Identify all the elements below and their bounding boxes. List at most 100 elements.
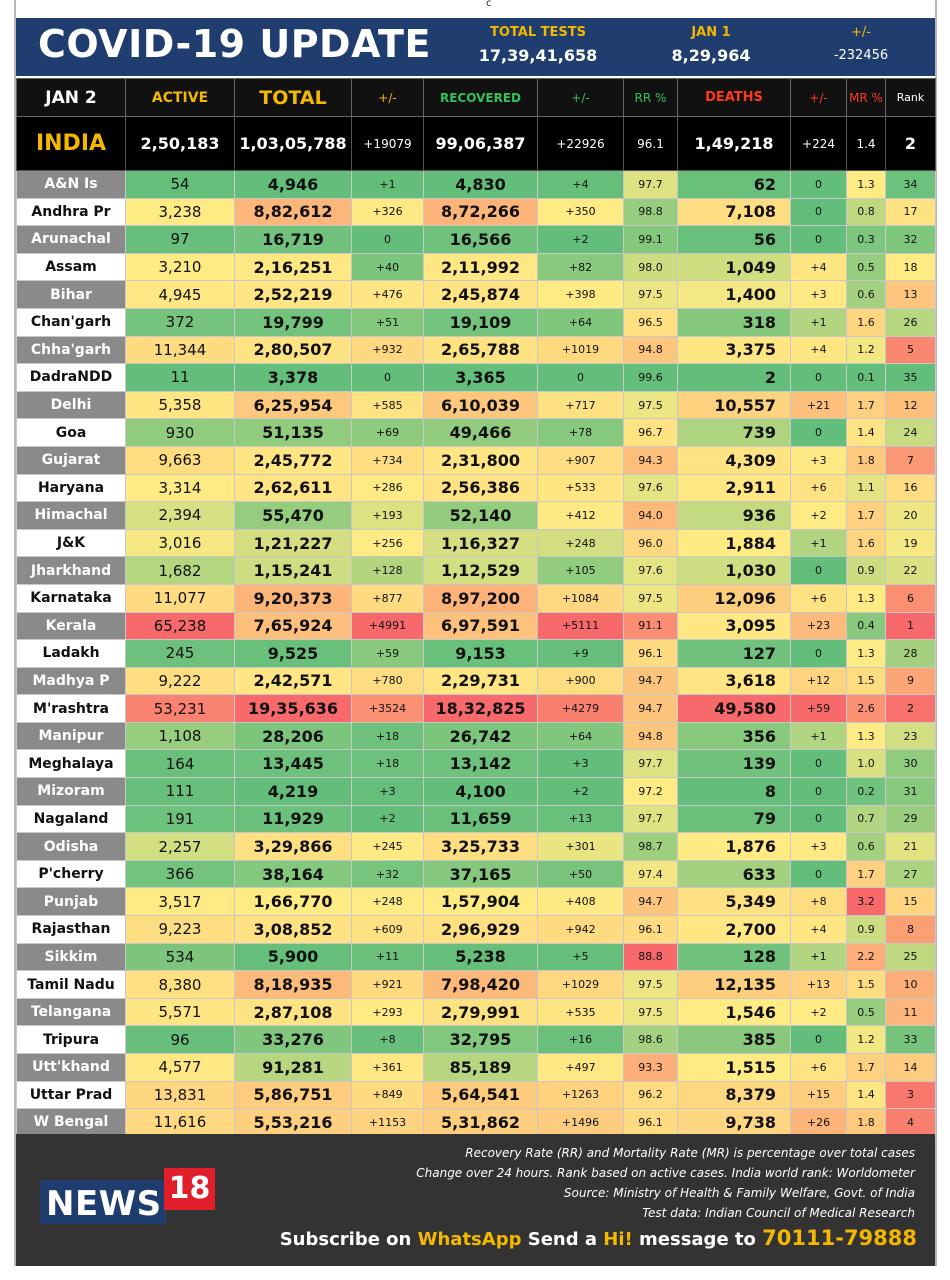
cell-total-change: +921 [351, 970, 424, 999]
cell-deaths-change: 0 [790, 749, 847, 779]
table-row: Rajasthan 9,223 3,08,852 +609 2,96,929 +942 96… [16, 915, 936, 944]
cell-state: Himachal [16, 501, 126, 530]
cell-rr: 98.7 [623, 832, 678, 861]
cell-deaths: 8 [677, 777, 791, 806]
cell-rank: 23 [885, 721, 936, 751]
cell-state: Delhi [16, 390, 126, 420]
states-table: JAN 2 ACTIVE TOTAL +/- RECOVERED +/- RR … [16, 78, 936, 1137]
india-total: 1,03,05,788 [234, 116, 352, 171]
cell-rank: 21 [885, 832, 936, 861]
header-total-change: +/- [351, 78, 424, 117]
india-total-change: +19079 [351, 116, 424, 171]
cell-recovered-change: +4279 [537, 694, 624, 723]
hi-text: Hi! [603, 1229, 633, 1250]
cell-deaths: 10,557 [677, 390, 791, 420]
cell-total-change: +932 [351, 335, 424, 365]
cell-total-change: +18 [351, 749, 424, 779]
cell-recovered-change: +942 [537, 915, 624, 944]
cell-recovered: 11,659 [423, 804, 538, 834]
cell-recovered-change: +717 [537, 390, 624, 420]
cell-rank: 35 [885, 363, 936, 392]
cell-active: 65,238 [125, 611, 235, 641]
header-recovered-change: +/- [537, 78, 624, 117]
cell-total-change: +59 [351, 639, 424, 668]
cell-mr: 1.3 [846, 583, 886, 613]
cell-deaths: 385 [677, 1025, 791, 1054]
subscribe-text-3: message to [632, 1229, 763, 1250]
cell-rr: 98.6 [623, 1025, 678, 1054]
total-tests-value: 17,39,41,658 [478, 46, 598, 65]
cell-deaths: 2,911 [677, 473, 791, 503]
cell-state: Punjab [16, 887, 126, 917]
cell-total: 2,45,772 [234, 445, 352, 475]
cell-mr: 0.4 [846, 611, 886, 641]
cell-rank: 14 [885, 1053, 936, 1082]
cell-state: J&K [16, 528, 126, 558]
cell-total-change: +585 [351, 390, 424, 420]
cell-active: 2,394 [125, 501, 235, 530]
cell-state: Tamil Nadu [16, 970, 126, 999]
table-row: Delhi 5,358 6,25,954 +585 6,10,039 +717 97.5 10… [16, 390, 936, 420]
cell-deaths-change: +4 [790, 335, 847, 365]
cell-state: Manipur [16, 721, 126, 751]
table-row: Karnataka 11,077 9,20,373 +877 8,97,200 +1084… [16, 583, 936, 613]
cell-rank: 33 [885, 1025, 936, 1054]
cell-recovered: 49,466 [423, 418, 538, 447]
table-row: Himachal 2,394 55,470 +193 52,140 +412 94.0 936… [16, 501, 936, 530]
cell-deaths: 7,108 [677, 197, 791, 227]
cell-recovered-change: +9 [537, 639, 624, 668]
cell-deaths-change: 0 [790, 225, 847, 254]
jan1-tests-stat: JAN 1 8,29,964 [646, 25, 776, 65]
cell-total-change: +248 [351, 887, 424, 917]
cell-state: W Bengal [16, 1108, 126, 1137]
cell-total-change: +4991 [351, 611, 424, 641]
cell-active: 11,077 [125, 583, 235, 613]
cell-deaths-change: 0 [790, 1025, 847, 1054]
table-row: Bihar 4,945 2,52,219 +476 2,45,874 +398 97.5 1,… [16, 280, 936, 309]
cell-state: Uttar Prad [16, 1080, 126, 1110]
cell-active: 3,210 [125, 252, 235, 282]
cell-deaths: 128 [677, 942, 791, 972]
cell-mr: 1.3 [846, 170, 886, 199]
cell-mr: 3.2 [846, 887, 886, 917]
cell-total: 9,20,373 [234, 583, 352, 613]
cell-deaths-change: 0 [790, 804, 847, 834]
cell-total-change: +128 [351, 556, 424, 585]
cell-rr: 96.1 [623, 915, 678, 944]
cell-rank: 31 [885, 777, 936, 806]
cell-rank: 13 [885, 280, 936, 309]
cell-mr: 0.3 [846, 225, 886, 254]
header-mr: MR % [846, 78, 886, 117]
cell-rank: 26 [885, 307, 936, 337]
cell-total: 28,206 [234, 721, 352, 751]
cell-mr: 1.8 [846, 445, 886, 475]
cell-total: 8,18,935 [234, 970, 352, 999]
cell-active: 366 [125, 859, 235, 889]
india-deaths-change: +224 [790, 116, 847, 171]
cell-recovered-change: +412 [537, 501, 624, 530]
cell-deaths-change: +15 [790, 1080, 847, 1110]
header-rr: RR % [623, 78, 678, 117]
cell-recovered: 6,97,591 [423, 611, 538, 641]
cell-deaths-change: 0 [790, 170, 847, 199]
india-rank: 2 [885, 116, 936, 171]
footer-notes: Recovery Rate (RR) and Mortality Rate (M… [416, 1143, 915, 1223]
cell-total-change: +1 [351, 170, 424, 199]
cell-mr: 1.3 [846, 721, 886, 751]
cell-recovered: 19,109 [423, 307, 538, 337]
whatsapp-text: WhatsApp [417, 1229, 522, 1250]
cell-deaths-change: 0 [790, 859, 847, 889]
cell-recovered: 5,238 [423, 942, 538, 972]
india-active: 2,50,183 [125, 116, 235, 171]
cell-state: Meghalaya [16, 749, 126, 779]
cell-state: Bihar [16, 280, 126, 309]
header-banner: COVID-19 UPDATE TOTAL TESTS 17,39,41,658… [16, 18, 935, 76]
cell-mr: 0.7 [846, 804, 886, 834]
cell-active: 9,663 [125, 445, 235, 475]
cell-total-change: +849 [351, 1080, 424, 1110]
cell-deaths-change: +3 [790, 280, 847, 309]
cell-total-change: +2 [351, 804, 424, 834]
cell-deaths: 1,876 [677, 832, 791, 861]
cell-recovered-change: +350 [537, 197, 624, 227]
cell-mr: 1.4 [846, 418, 886, 447]
